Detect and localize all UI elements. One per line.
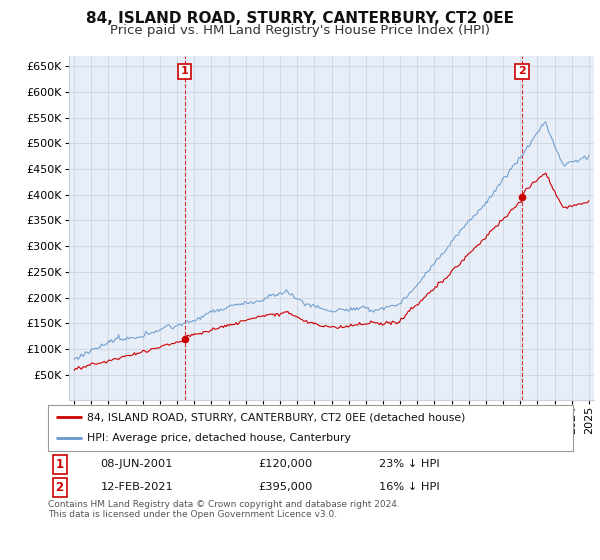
Text: 08-JUN-2001: 08-JUN-2001 <box>101 459 173 469</box>
Text: Contains HM Land Registry data © Crown copyright and database right 2024.
This d: Contains HM Land Registry data © Crown c… <box>48 500 400 519</box>
Text: £395,000: £395,000 <box>258 482 313 492</box>
Text: 84, ISLAND ROAD, STURRY, CANTERBURY, CT2 0EE (detached house): 84, ISLAND ROAD, STURRY, CANTERBURY, CT2… <box>88 412 466 422</box>
Text: HPI: Average price, detached house, Canterbury: HPI: Average price, detached house, Cant… <box>88 433 351 444</box>
Text: 1: 1 <box>181 66 188 76</box>
Text: 2: 2 <box>518 66 526 76</box>
Text: 23% ↓ HPI: 23% ↓ HPI <box>379 459 439 469</box>
Text: 16% ↓ HPI: 16% ↓ HPI <box>379 482 439 492</box>
Text: £120,000: £120,000 <box>258 459 312 469</box>
Text: Price paid vs. HM Land Registry's House Price Index (HPI): Price paid vs. HM Land Registry's House … <box>110 24 490 36</box>
Text: 12-FEB-2021: 12-FEB-2021 <box>101 482 173 492</box>
Text: 2: 2 <box>55 480 64 494</box>
Text: 84, ISLAND ROAD, STURRY, CANTERBURY, CT2 0EE: 84, ISLAND ROAD, STURRY, CANTERBURY, CT2… <box>86 11 514 26</box>
Text: 1: 1 <box>55 458 64 470</box>
